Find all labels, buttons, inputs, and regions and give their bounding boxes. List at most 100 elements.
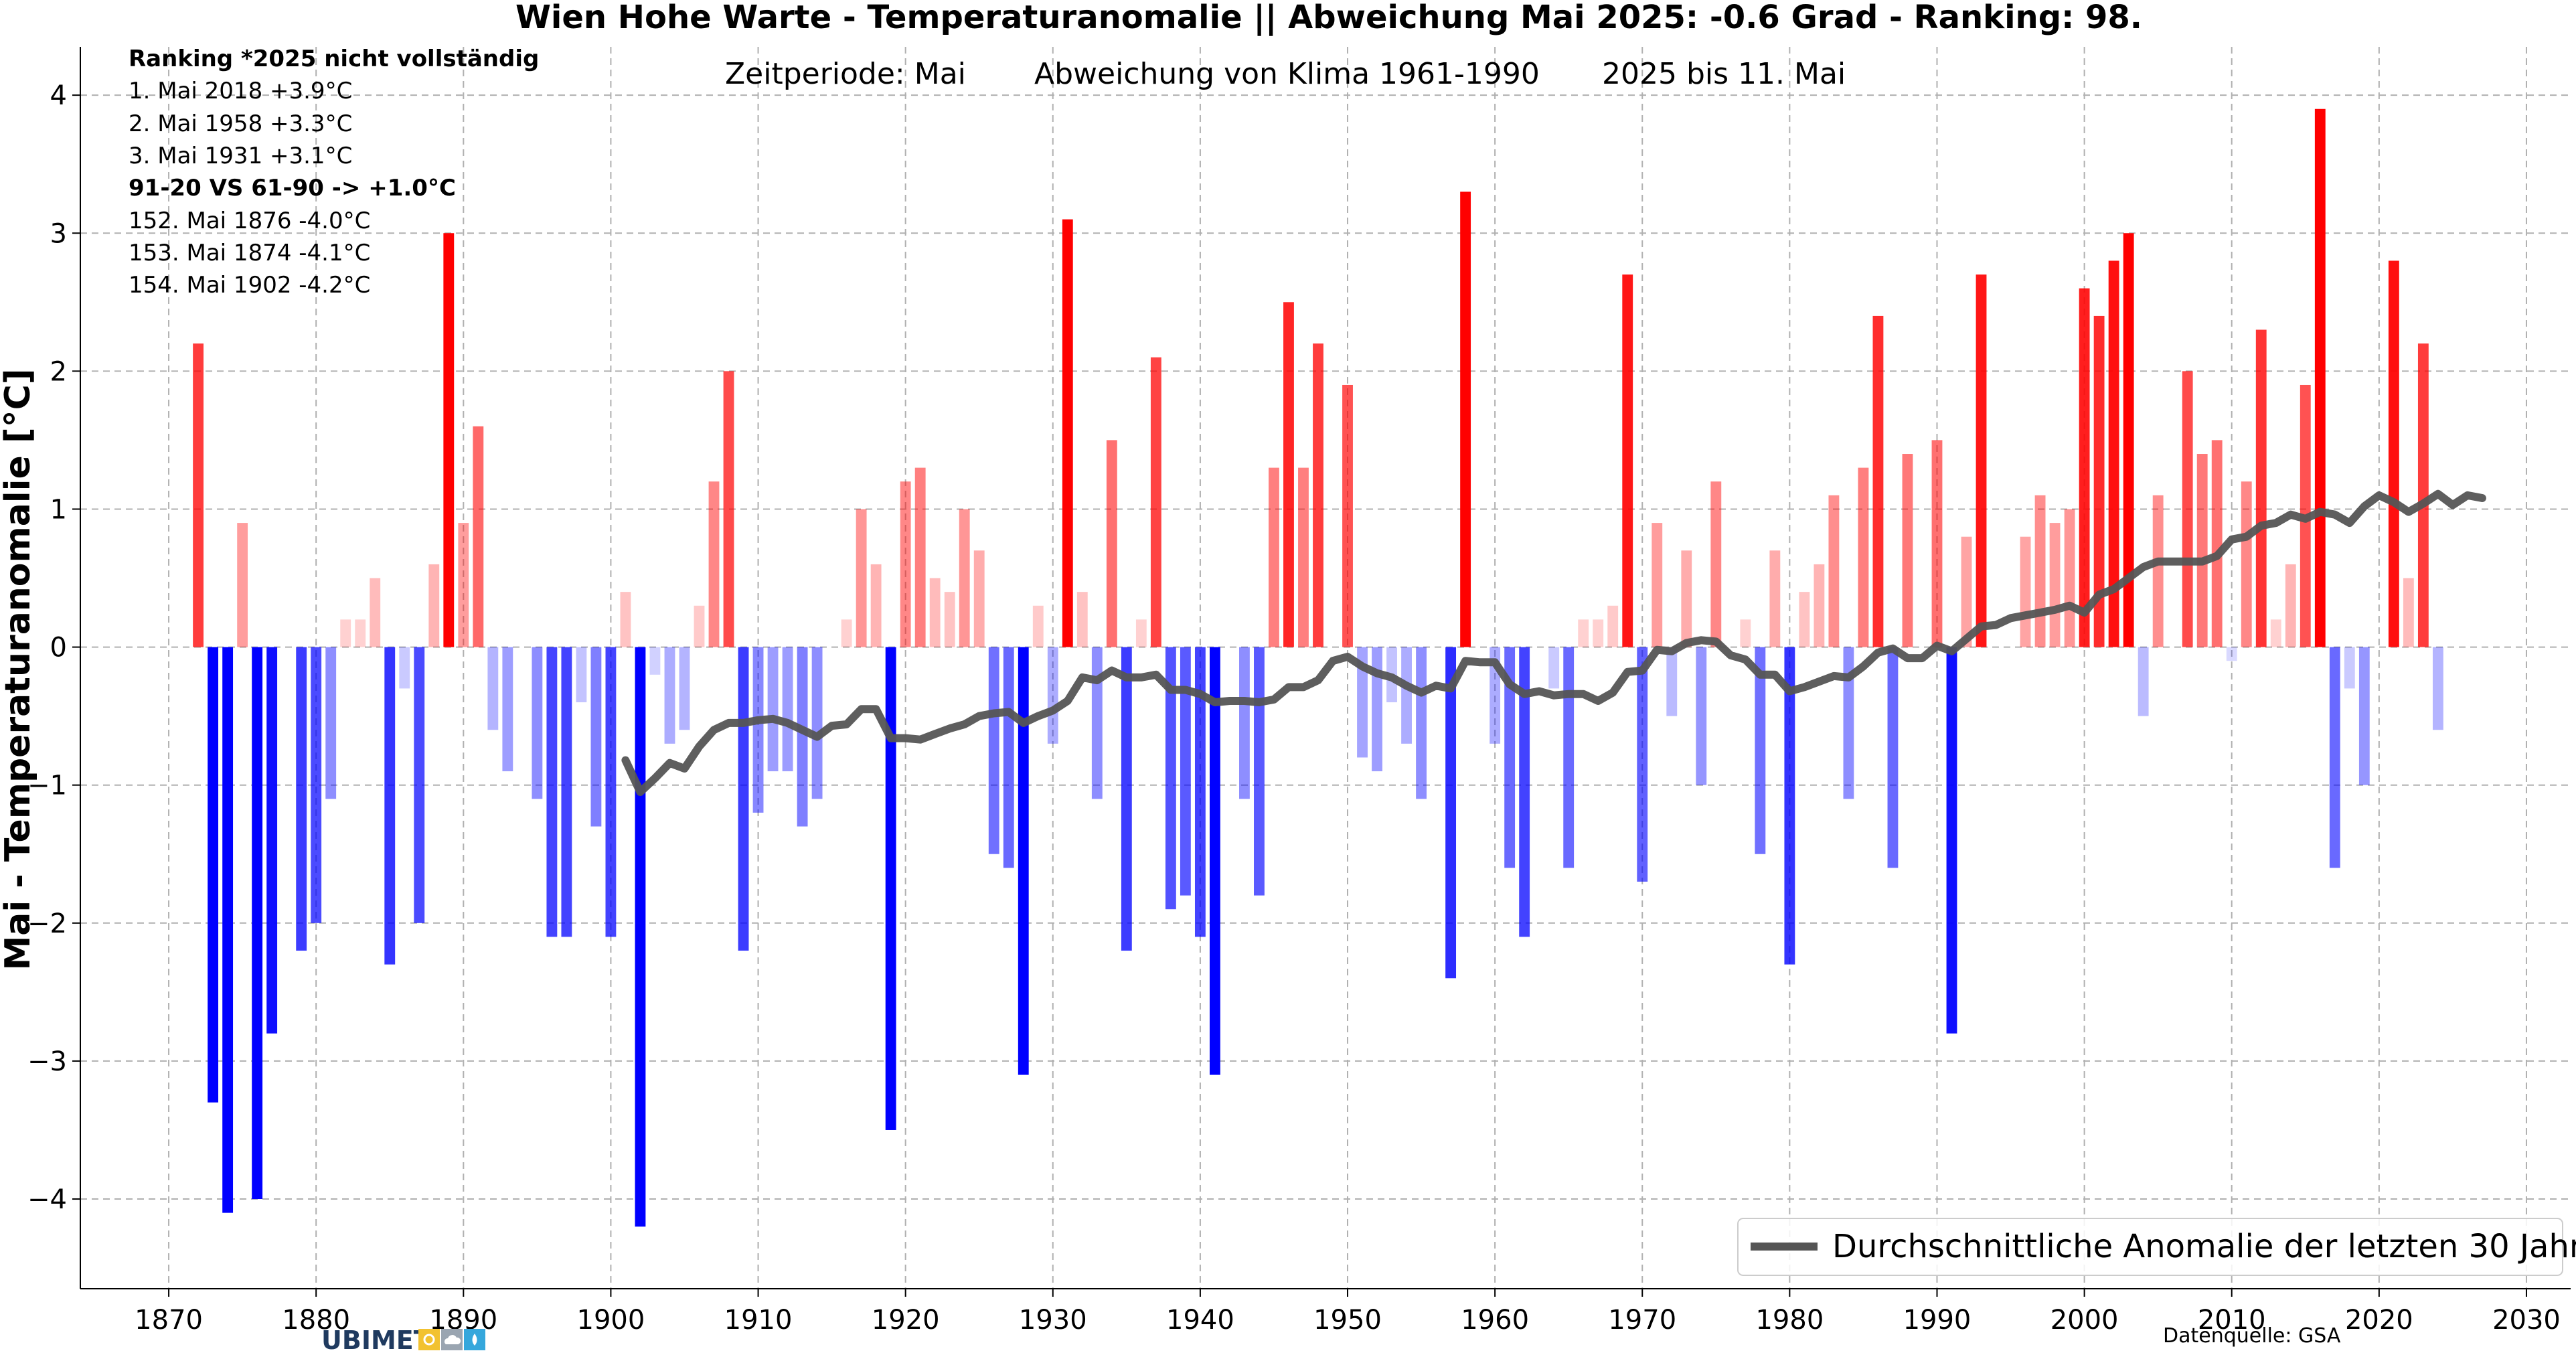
bar-1992	[1961, 536, 1972, 647]
bar-1893	[502, 647, 513, 772]
bar-1954	[1401, 647, 1412, 744]
y-axis-ticks: −4 −3 −2 −1 0 1 2 3 4	[27, 80, 80, 1215]
bar-1881	[325, 647, 337, 799]
bar-1922	[929, 578, 941, 647]
x-tick-label: 1980	[1755, 1305, 1824, 1336]
bar-1957	[1445, 647, 1457, 979]
bar-2002	[2108, 260, 2119, 647]
x-tick-label: 1970	[1608, 1305, 1676, 1336]
bar-1898	[576, 647, 587, 703]
bar-1974	[1696, 647, 1707, 785]
ranking-top-1: 1. Mai 2018 +3.9°C	[129, 78, 352, 104]
bar-1937	[1150, 357, 1161, 647]
bar-2010	[2226, 647, 2237, 661]
x-tick-label: 1930	[1019, 1305, 1087, 1336]
bar-1920	[900, 481, 911, 647]
bar-1944	[1254, 647, 1265, 896]
bar-1945	[1269, 467, 1279, 647]
bar-1940	[1194, 647, 1206, 937]
bar-1914	[811, 647, 823, 799]
bar-1993	[1976, 274, 1987, 647]
bar-1965	[1563, 647, 1575, 868]
bar-1933	[1091, 647, 1103, 799]
bar-1902	[635, 647, 646, 1227]
bar-2003	[2123, 233, 2134, 647]
bar-1972	[1666, 647, 1678, 716]
ranking-bottom-2: 153. Mai 1874 -4.1°C	[129, 240, 370, 266]
bar-1975	[1710, 481, 1722, 647]
legend-frame	[1737, 1218, 2563, 1276]
bar-1978	[1755, 647, 1766, 854]
logo-cloud-mark	[445, 1335, 461, 1344]
bar-1928	[1018, 647, 1029, 1075]
bar-1917	[856, 509, 867, 647]
subtitle-period: Zeitperiode: Mai	[725, 57, 966, 91]
bar-1901	[620, 592, 631, 647]
x-tick-label: 1940	[1166, 1305, 1234, 1336]
bar-1909	[738, 647, 749, 951]
y-tick-label: 2	[50, 356, 67, 387]
y-tick-label: −2	[27, 908, 67, 939]
anomaly-bars	[193, 108, 2443, 1227]
x-tick-label: 1950	[1313, 1305, 1382, 1336]
bar-2001	[2093, 315, 2105, 647]
x-tick-label: 2000	[2050, 1305, 2119, 1336]
ranking-comparison: 91-20 VS 61-90 -> +1.0°C	[129, 175, 456, 202]
bar-1897	[561, 647, 572, 937]
bar-1958	[1460, 191, 1471, 647]
ranking-top-2: 2. Mai 1958 +3.3°C	[129, 110, 352, 137]
bar-2007	[2182, 371, 2193, 647]
bar-1987	[1887, 647, 1899, 868]
bar-2004	[2138, 647, 2149, 716]
bar-1947	[1298, 467, 1309, 647]
ranking-bottom-1: 152. Mai 1876 -4.0°C	[129, 208, 370, 234]
bar-1929	[1032, 605, 1044, 647]
bar-2000	[2079, 288, 2090, 647]
bar-1927	[1003, 647, 1014, 868]
bar-2005	[2152, 495, 2164, 647]
y-tick-label: −3	[27, 1046, 67, 1077]
bar-2012	[2255, 329, 2267, 647]
bar-1946	[1283, 302, 1294, 647]
bar-1969	[1622, 274, 1633, 647]
bar-1951	[1357, 647, 1368, 758]
y-tick-label: 3	[50, 218, 67, 249]
logo-rain-mark	[472, 1334, 477, 1346]
bar-1924	[959, 509, 970, 647]
bar-1985	[1858, 467, 1869, 647]
bar-2008	[2196, 454, 2208, 647]
bar-2011	[2241, 481, 2252, 647]
bar-1981	[1799, 592, 1810, 647]
bar-1892	[487, 647, 499, 730]
y-axis-label: Mai - Temperaturanomalie [°C]	[0, 368, 38, 970]
bar-1923	[944, 592, 955, 647]
bar-1930	[1047, 647, 1058, 744]
x-tick-label: 1910	[724, 1305, 793, 1336]
bar-1885	[384, 647, 396, 965]
bar-2009	[2211, 440, 2223, 647]
ranking-bottom-3: 154. Mai 1902 -4.2°C	[129, 272, 370, 299]
bar-1926	[988, 647, 999, 854]
bar-1887	[414, 647, 425, 923]
bar-1890	[458, 523, 469, 647]
bar-1991	[1946, 647, 1957, 1034]
bar-1973	[1681, 550, 1692, 647]
bar-1990	[1931, 440, 1943, 647]
x-tick-label: 2030	[2492, 1305, 2561, 1336]
bar-2014	[2285, 564, 2296, 647]
bar-1936	[1135, 619, 1147, 647]
ranking-box: Ranking *2025 nicht vollständig 1. Mai 2…	[129, 46, 539, 299]
bar-1906	[694, 605, 705, 647]
bar-2024	[2432, 647, 2443, 730]
x-tick-label: 1900	[577, 1305, 645, 1336]
bar-1932	[1076, 592, 1088, 647]
bar-1891	[473, 426, 484, 647]
bar-2022	[2403, 578, 2414, 647]
bar-1983	[1828, 495, 1840, 647]
bar-1984	[1843, 647, 1854, 799]
legend-label: Durchschnittliche Anomalie der letzten 3…	[1832, 1228, 2576, 1265]
running-mean-line	[621, 489, 2486, 796]
x-tick-label: 2020	[2345, 1305, 2413, 1336]
bar-1998	[2049, 523, 2061, 647]
